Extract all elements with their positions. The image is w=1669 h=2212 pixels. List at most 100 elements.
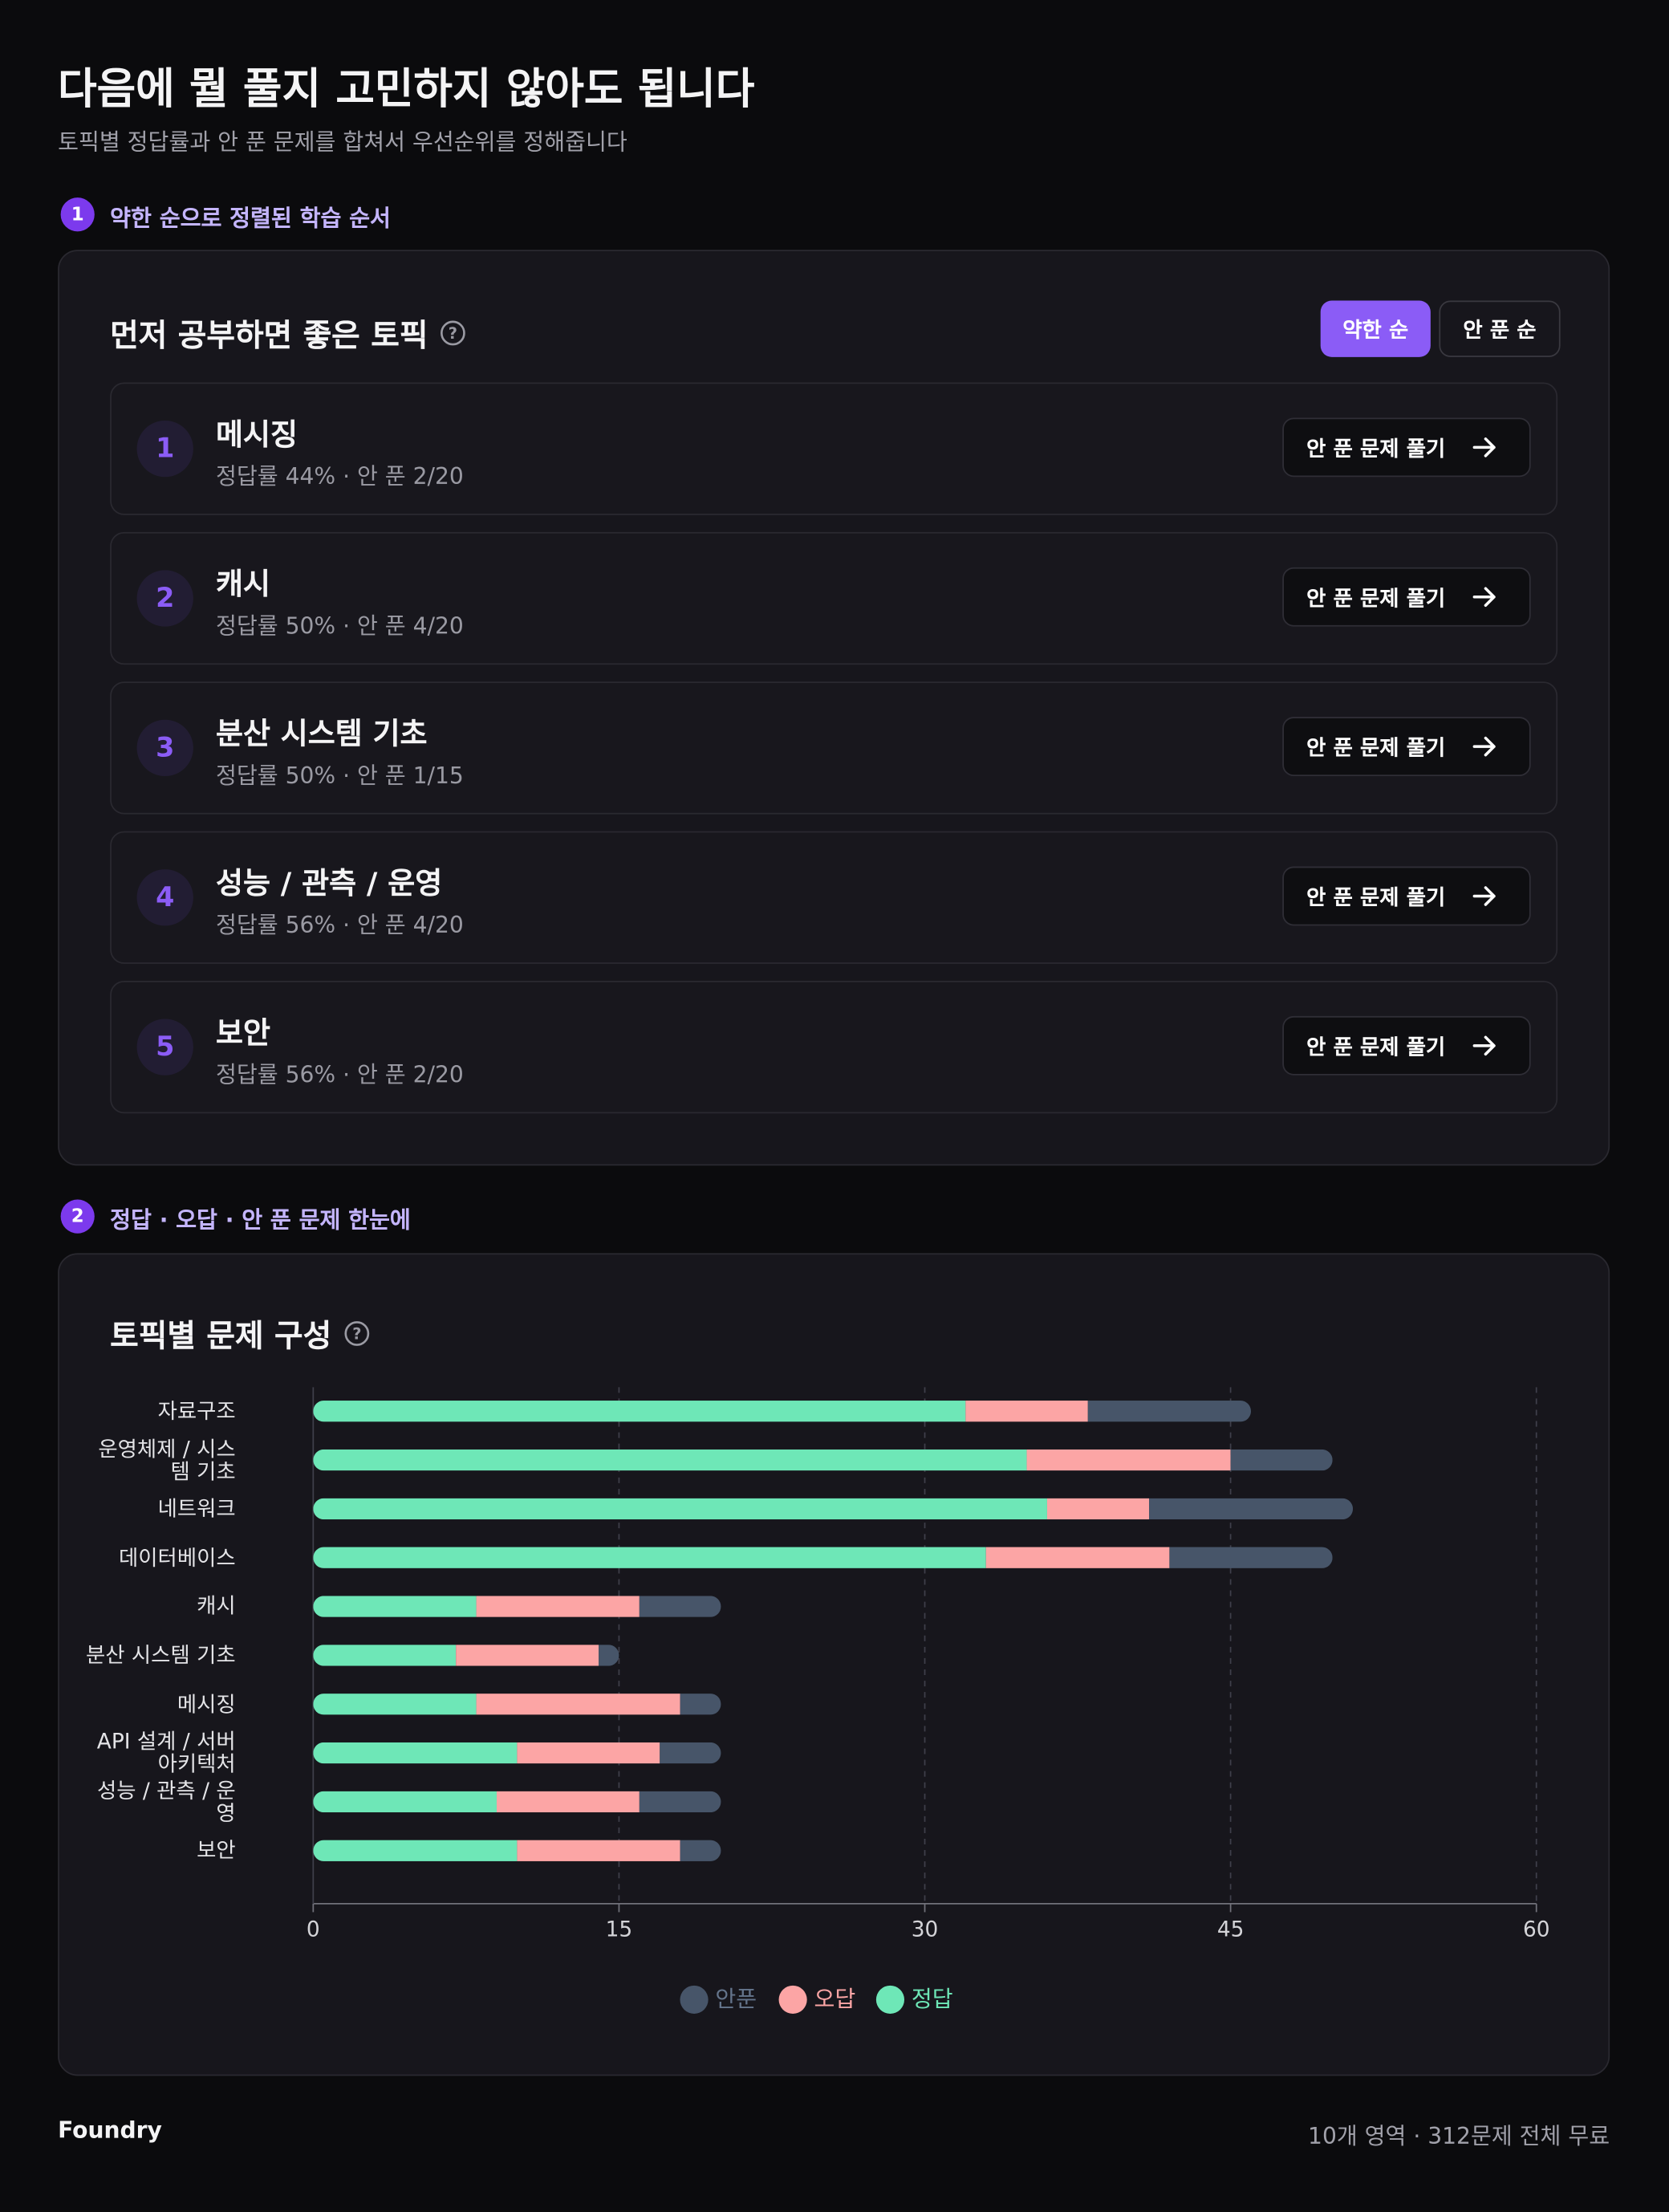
bar-segment [680, 1840, 721, 1861]
chart-title-row: 토픽별 문제 구성 ? [110, 1311, 371, 1356]
bar-segment [1046, 1498, 1149, 1520]
button-label: 안 푼 문제 풀기 [1306, 435, 1446, 462]
bar-segment [1230, 1449, 1333, 1471]
section-badge: 2 [60, 1199, 95, 1234]
topic-rank: 4 [136, 869, 193, 926]
x-tick-label: 30 [912, 1917, 939, 1942]
bar-segment [599, 1645, 619, 1666]
bar-segment [313, 1498, 1047, 1520]
footer-info: 10개 영역 · 312문제 전체 무료 [1308, 2122, 1610, 2149]
button-label: 안 푼 문제 풀기 [1306, 884, 1446, 910]
bar-segment [313, 1742, 518, 1764]
legend-swatch [680, 1985, 709, 2015]
topic-detail: 정답률 50% · 안 푼 1/15 [216, 762, 464, 789]
x-tick-label: 60 [1523, 1917, 1550, 1942]
arrow-path [1473, 437, 1496, 457]
bar-segment [1026, 1449, 1231, 1471]
bar-segment [985, 1547, 1170, 1568]
solve-button[interactable]: 안 푼 문제 풀기 [1282, 1015, 1531, 1076]
y-tick-label: 메시징 [177, 1691, 236, 1718]
solve-button[interactable]: 안 푼 문제 풀기 [1282, 417, 1531, 478]
section-label: 약한 순으로 정렬된 학습 순서 [110, 204, 391, 232]
topic-detail: 정답률 50% · 안 푼 4/20 [216, 612, 464, 640]
legend-label[interactable]: 오답 [814, 1986, 856, 2012]
arrow-icon [1473, 437, 1496, 457]
chart: 0 15 30 45 60 안푼 오답 정답 [307, 1387, 1550, 2015]
y-tick-label: API 설계 / 서버 아키텍처 [96, 1729, 236, 1777]
card-title-row: 먼저 공부하면 좋은 토픽 ? [110, 311, 468, 356]
legend-label[interactable]: 정답 [912, 1986, 953, 2012]
y-tick-label: 네트워크 [157, 1496, 236, 1522]
arrow-icon [1473, 886, 1496, 906]
bar-segment [1087, 1401, 1252, 1422]
topic-rank: 5 [136, 1019, 193, 1076]
help-icon[interactable]: ? [439, 319, 467, 347]
bar-segment [639, 1596, 721, 1617]
topic-name: 분산 시스템 기초 [216, 717, 428, 751]
button-label: 안 푼 문제 풀기 [1306, 584, 1446, 611]
topic-name: 메시징 [216, 417, 298, 452]
toggle-weak[interactable]: 약한 순 [1320, 300, 1431, 357]
legend-label[interactable]: 안푼 [715, 1986, 757, 2012]
topic-rank: 3 [136, 719, 193, 777]
x-tick-label: 0 [307, 1917, 320, 1942]
section-label: 정답 · 오답 · 안 푼 문제 한눈에 [110, 1206, 411, 1234]
bar-segment [456, 1645, 599, 1666]
bar-segment [313, 1645, 457, 1666]
arrow-icon [1473, 736, 1496, 757]
topic-name: 성능 / 관측 / 운영 [216, 866, 443, 901]
page-title: 다음에 뭘 풀지 고민하지 않아도 됩니다 [58, 64, 755, 115]
topic-detail: 정답률 44% · 안 푼 2/20 [216, 462, 464, 490]
x-tick-label: 45 [1217, 1917, 1245, 1942]
bar-segment [313, 1694, 477, 1715]
topic-rank: 1 [136, 420, 193, 478]
bar-segment [476, 1694, 680, 1715]
svg-text:?: ? [352, 1325, 361, 1344]
topic-name: 보안 [216, 1015, 270, 1051]
topic-rank: 2 [136, 570, 193, 627]
y-tick-label: 운영체제 / 시스템 기초 [98, 1436, 236, 1484]
topic-name: 캐시 [216, 567, 270, 602]
topic-detail: 정답률 56% · 안 푼 4/20 [216, 911, 464, 939]
solve-button[interactable]: 안 푼 문제 풀기 [1282, 866, 1531, 926]
bar-segment [313, 1547, 986, 1568]
arrow-icon [1473, 587, 1496, 608]
svg-text:?: ? [449, 324, 457, 343]
page-subtitle: 토픽별 정답률과 안 푼 문제를 합쳐서 우선순위를 정해줍니다 [58, 128, 627, 156]
y-tick-label: 자료구조 [157, 1398, 236, 1425]
solve-button[interactable]: 안 푼 문제 풀기 [1282, 567, 1531, 627]
bar-segment [1148, 1498, 1354, 1520]
chart-card: 토픽별 문제 구성 ? 0 15 30 45 60 안푼 오답 정답 자료구조 운영체제 / 시… [58, 1253, 1610, 2076]
legend-swatch [778, 1985, 807, 2015]
bar-segment [639, 1791, 721, 1813]
bar-segment [313, 1449, 1027, 1471]
arrow-path [1473, 587, 1496, 608]
bar-segment [965, 1401, 1088, 1422]
legend-swatch [875, 1985, 905, 2015]
arrow-icon [1473, 1035, 1496, 1056]
help-icon[interactable]: ? [343, 1319, 371, 1348]
bar-segment [517, 1840, 680, 1861]
toggle-unsolved[interactable]: 안 푼 순 [1439, 300, 1561, 357]
topic-detail: 정답률 56% · 안 푼 2/20 [216, 1061, 464, 1088]
y-tick-label: 성능 / 관측 / 운영 [96, 1778, 236, 1826]
bar-segment [313, 1840, 518, 1861]
bar-segment [517, 1742, 660, 1764]
bar-segment [313, 1596, 477, 1617]
solve-button[interactable]: 안 푼 문제 풀기 [1282, 717, 1531, 777]
bar-segment [313, 1791, 497, 1813]
arrow-path [1473, 1035, 1496, 1056]
card-title: 먼저 공부하면 좋은 토픽 [110, 319, 428, 355]
y-tick-label: 데이터베이스 [119, 1544, 236, 1571]
y-tick-label: 분산 시스템 기초 [86, 1642, 236, 1669]
bar-segment [496, 1791, 640, 1813]
footer-brand: Foundry [58, 2116, 162, 2144]
bar-segment [476, 1596, 640, 1617]
bar-segment [1169, 1547, 1333, 1568]
section-badge: 1 [60, 197, 95, 232]
